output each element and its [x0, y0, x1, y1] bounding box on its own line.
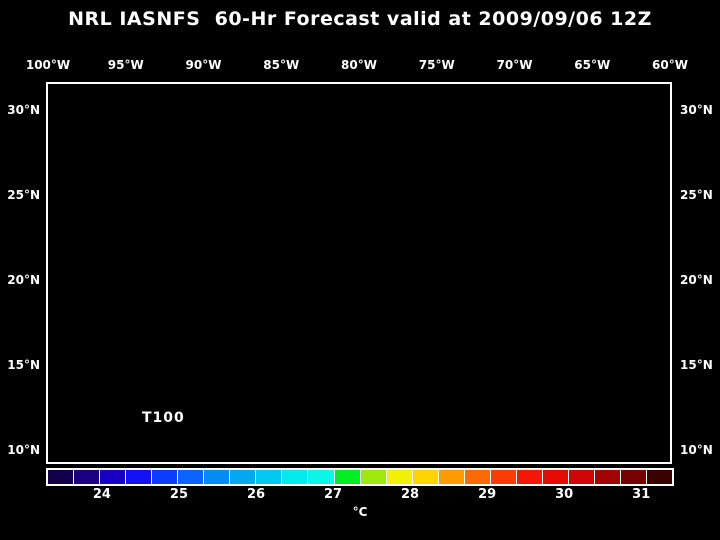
colorbar-ticks: 24 25 26 27 28 29 30 31 [48, 487, 672, 505]
colorbar-swatch-12 [360, 470, 387, 484]
colorbar [46, 468, 674, 486]
lon-tick--70: 70°W [496, 58, 533, 72]
lat-tick-20: 20°N [7, 272, 40, 287]
lat-tick-25: 25°N [680, 187, 713, 202]
field-label: T100 [142, 410, 185, 426]
lon-tick--85: 85°W [263, 58, 300, 72]
colorbar-tick-24: 24 [92, 487, 111, 502]
latitude-axis-left: 30°N 25°N 20°N 15°N 10°N [0, 84, 44, 462]
colorbar-swatch-14 [412, 470, 439, 484]
longitude-axis: 100°W 95°W 90°W 85°W 80°W 75°W 70°W 65°W 60°W [26, 58, 688, 76]
colorbar-swatch-15 [438, 470, 465, 484]
colorbar-swatch-23 [647, 470, 673, 484]
colorbar-tick-25: 25 [169, 487, 188, 502]
colorbar-tick-29: 29 [478, 487, 497, 502]
colorbar-tick-31: 31 [632, 487, 651, 502]
colorbar-swatch-1 [74, 470, 101, 484]
colorbar-swatch-3 [126, 470, 153, 484]
figure-title: NRL IASNFS 60-Hr Forecast valid at 2009/… [68, 8, 652, 30]
colorbar-swatch-2 [100, 470, 127, 484]
lon-tick--80: 80°W [341, 58, 377, 72]
map-frame [46, 82, 672, 464]
colorbar-swatch-4 [152, 470, 179, 484]
colorbar-swatch-13 [386, 470, 413, 484]
colorbar-swatch-10 [308, 470, 335, 484]
lon-tick--100: 100°W [25, 58, 71, 72]
lon-tick--60: 60°W [652, 58, 688, 72]
colorbar-swatch-6 [204, 470, 231, 484]
lon-tick--65: 65°W [574, 58, 611, 72]
lat-tick-25: 25°N [7, 187, 40, 202]
colorbar-swatch-0 [48, 470, 75, 484]
colorbar-swatch-21 [594, 470, 622, 484]
latitude-axis-right: 30°N 25°N 20°N 15°N 10°N [676, 84, 720, 462]
colorbar-swatch-8 [256, 470, 283, 484]
colorbar-swatch-18 [516, 470, 543, 484]
lat-tick-15: 15°N [680, 357, 713, 372]
lat-tick-15: 15°N [7, 357, 40, 372]
lat-tick-30: 30°N [680, 102, 713, 117]
colorbar-unit-label: °C [352, 505, 368, 519]
colorbar-swatch-5 [178, 470, 205, 484]
lon-tick--95: 95°W [107, 58, 144, 72]
colorbar-swatch-7 [230, 470, 257, 484]
lat-tick-10: 10°N [680, 443, 713, 458]
colorbar-swatch-20 [568, 470, 595, 484]
colorbar-tick-30: 30 [555, 487, 574, 502]
colorbar-swatch-19 [542, 470, 569, 484]
colorbar-swatch-16 [464, 470, 491, 484]
lon-tick--75: 75°W [418, 58, 455, 72]
colorbar-tick-27: 27 [323, 487, 343, 502]
colorbar-swatch-9 [282, 470, 309, 484]
lat-tick-30: 30°N [7, 102, 40, 117]
lat-tick-10: 10°N [7, 443, 40, 458]
colorbar-swatch-17 [490, 470, 517, 484]
colorbar-swatch-11 [334, 470, 361, 484]
lat-tick-20: 20°N [680, 272, 713, 287]
lon-tick--90: 90°W [185, 58, 222, 72]
colorbar-tick-28: 28 [401, 487, 420, 502]
colorbar-swatch-22 [621, 470, 648, 484]
colorbar-tick-26: 26 [246, 487, 266, 502]
